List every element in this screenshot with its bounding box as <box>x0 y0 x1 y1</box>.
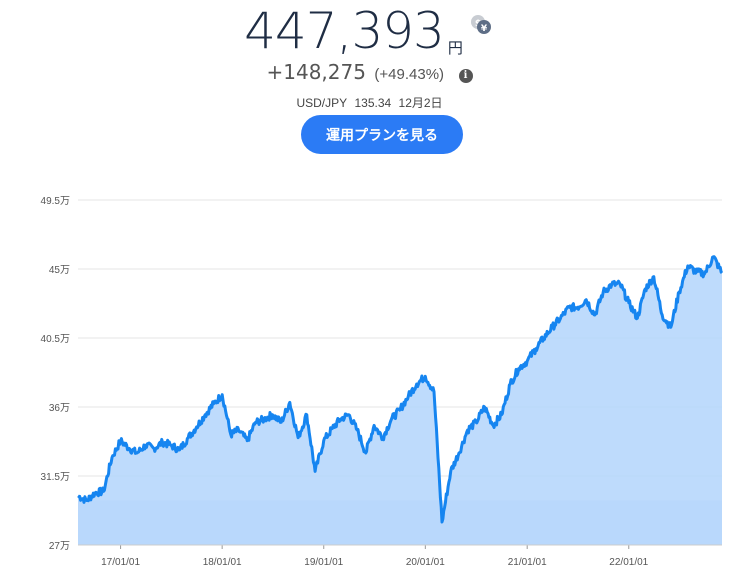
x-tick-label-1: 18/01/01 <box>203 557 242 568</box>
x-tick-label-0: 17/01/01 <box>101 557 140 568</box>
y-tick-label-5: 27万 <box>49 541 70 552</box>
info-icon[interactable]: i <box>458 69 473 83</box>
fx-pair: USD/JPY <box>296 96 348 110</box>
change-row: +148,275 (+49.43%) i <box>0 60 739 84</box>
currency-swap-icon[interactable]: $¥ <box>469 12 495 38</box>
svg-text:¥: ¥ <box>481 24 488 34</box>
total-value: 447,393 <box>244 2 445 60</box>
y-tick-label-1: 45万 <box>49 265 70 276</box>
y-tick-label-3: 36万 <box>49 403 70 414</box>
y-tick-label-0: 49.5万 <box>41 196 70 207</box>
fx-rate: 135.34 <box>354 96 392 110</box>
portfolio-chart: 49.5万 45万 40.5万 36万 31.5万 27万 17/01/01 18/01/01… <box>41 196 724 568</box>
x-tick-label-3: 20/01/01 <box>406 557 445 568</box>
x-tick-label-5: 22/01/01 <box>609 557 648 568</box>
change-percent: (+49.43%) <box>374 66 445 83</box>
x-tick-label-2: 19/01/01 <box>304 557 343 568</box>
y-tick-label-2: 40.5万 <box>41 334 70 345</box>
x-tick-label-4: 21/01/01 <box>508 557 547 568</box>
fx-date: 12月2日 <box>398 96 443 110</box>
view-plan-button[interactable]: 運用プランを見る <box>301 115 463 154</box>
currency-unit: 円 <box>447 40 463 58</box>
y-tick-label-4: 31.5万 <box>41 472 70 483</box>
value-area <box>78 256 722 545</box>
change-amount: +148,275 <box>266 60 366 84</box>
fx-rate-row: USD/JPY 135.34 12月2日 <box>0 94 739 111</box>
value-series-line <box>77 255 724 524</box>
